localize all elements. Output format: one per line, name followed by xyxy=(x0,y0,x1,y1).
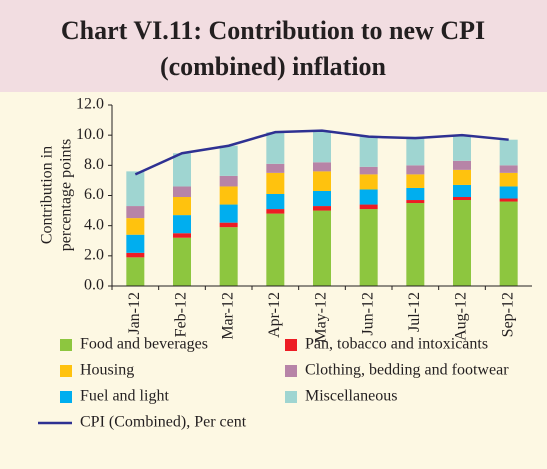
legend-swatch xyxy=(60,391,72,403)
bar-segment xyxy=(453,135,471,161)
bar-segment xyxy=(126,206,145,219)
legend-swatch xyxy=(285,365,297,377)
bar-segment xyxy=(359,166,378,175)
bar-segment xyxy=(266,209,285,214)
legend-swatch xyxy=(285,339,297,351)
x-tick-label: Jun-12 xyxy=(359,292,376,336)
bar-segment xyxy=(359,136,378,167)
bar-segment xyxy=(126,257,145,286)
bar-segment xyxy=(499,172,518,187)
bar-segment xyxy=(219,145,238,176)
legend-label: Food and beverages xyxy=(80,336,208,353)
y-tick-label: 0.0 xyxy=(84,277,104,294)
bar-segment xyxy=(453,184,471,198)
legend-label: CPI (Combined), Per cent xyxy=(80,414,247,431)
bar-segment xyxy=(266,132,285,164)
bar-segment xyxy=(406,174,425,188)
y-tick-label: 6.0 xyxy=(84,186,104,203)
legend-label: Pan, tobacco and intoxicants xyxy=(305,336,488,353)
y-tick-label: 4.0 xyxy=(84,216,104,233)
bar-segment xyxy=(359,209,378,286)
x-tick-label: Jan-12 xyxy=(126,292,143,335)
bar-segment xyxy=(406,187,425,201)
bar-segment xyxy=(499,201,518,286)
y-tick-label: 10.0 xyxy=(76,126,104,143)
bar-segment xyxy=(406,203,425,286)
bar-segment xyxy=(173,233,191,238)
legend-label: Housing xyxy=(80,362,134,379)
legend-label: Miscellaneous xyxy=(305,388,397,405)
bar-segment xyxy=(173,186,191,198)
bar-segment xyxy=(173,153,191,187)
bar-segment xyxy=(313,206,331,211)
bar-segment xyxy=(499,139,518,166)
bar-segment xyxy=(173,237,191,286)
x-tick-label: Apr-12 xyxy=(266,292,283,338)
bar-segment xyxy=(173,197,191,216)
y-tick-label: 8.0 xyxy=(84,156,104,173)
x-tick-label: Aug-12 xyxy=(453,292,470,341)
y-tick-label: 12.0 xyxy=(76,96,104,113)
bar-segment xyxy=(406,200,425,204)
bar-segment xyxy=(126,234,145,253)
legend-label: Clothing, bedding and footwear xyxy=(305,362,509,379)
bar-segment xyxy=(126,218,145,235)
bar-segment xyxy=(266,163,285,173)
bar-segment xyxy=(359,204,378,210)
legend-swatch xyxy=(285,391,297,403)
bar-segment xyxy=(126,252,145,258)
bar-segment xyxy=(406,165,425,175)
title-band xyxy=(0,0,547,92)
bar-segment xyxy=(266,193,285,210)
bar-segment xyxy=(219,222,238,228)
bar-segment xyxy=(313,190,331,207)
x-tick-label: Feb-12 xyxy=(173,292,190,337)
x-tick-label: May-12 xyxy=(313,292,330,343)
bar-segment xyxy=(453,160,471,170)
bar-segment xyxy=(499,186,518,199)
legend-swatch xyxy=(60,339,72,351)
bar-segment xyxy=(219,175,238,187)
bar-segment xyxy=(313,171,331,191)
y-tick-label: 2.0 xyxy=(84,247,104,264)
y-axis-label: percentage points xyxy=(58,139,75,251)
bar-segment xyxy=(359,174,378,190)
legend-label: Fuel and light xyxy=(80,388,169,405)
x-tick-label: Jul-12 xyxy=(406,292,423,332)
bar-segment xyxy=(499,165,518,173)
bar-segment xyxy=(453,169,471,185)
bar-segment xyxy=(219,186,238,205)
bar-segment xyxy=(453,200,471,286)
bar-segment xyxy=(219,227,238,286)
y-axis-label: Contribution in xyxy=(39,146,56,244)
x-tick-label: Mar-12 xyxy=(219,292,236,340)
chart-title: (combined) inflation xyxy=(160,52,387,81)
bar-segment xyxy=(173,215,191,234)
bar-segment xyxy=(406,136,425,166)
legend-swatch xyxy=(60,365,72,377)
line-series xyxy=(134,129,509,176)
bar-segment xyxy=(499,198,518,202)
bar-segment xyxy=(266,213,285,286)
bar-segment xyxy=(359,189,378,205)
chart-title: Chart VI.11: Contribution to new CPI xyxy=(61,16,485,45)
bar-segment xyxy=(219,204,238,223)
x-tick-label: Sep-12 xyxy=(499,292,516,337)
bar-segment xyxy=(313,162,331,172)
bar-segment xyxy=(313,210,331,286)
bar-segment xyxy=(453,197,471,201)
bar-segment xyxy=(266,172,285,194)
bar-segment xyxy=(313,130,331,163)
bar-segment xyxy=(126,171,145,207)
